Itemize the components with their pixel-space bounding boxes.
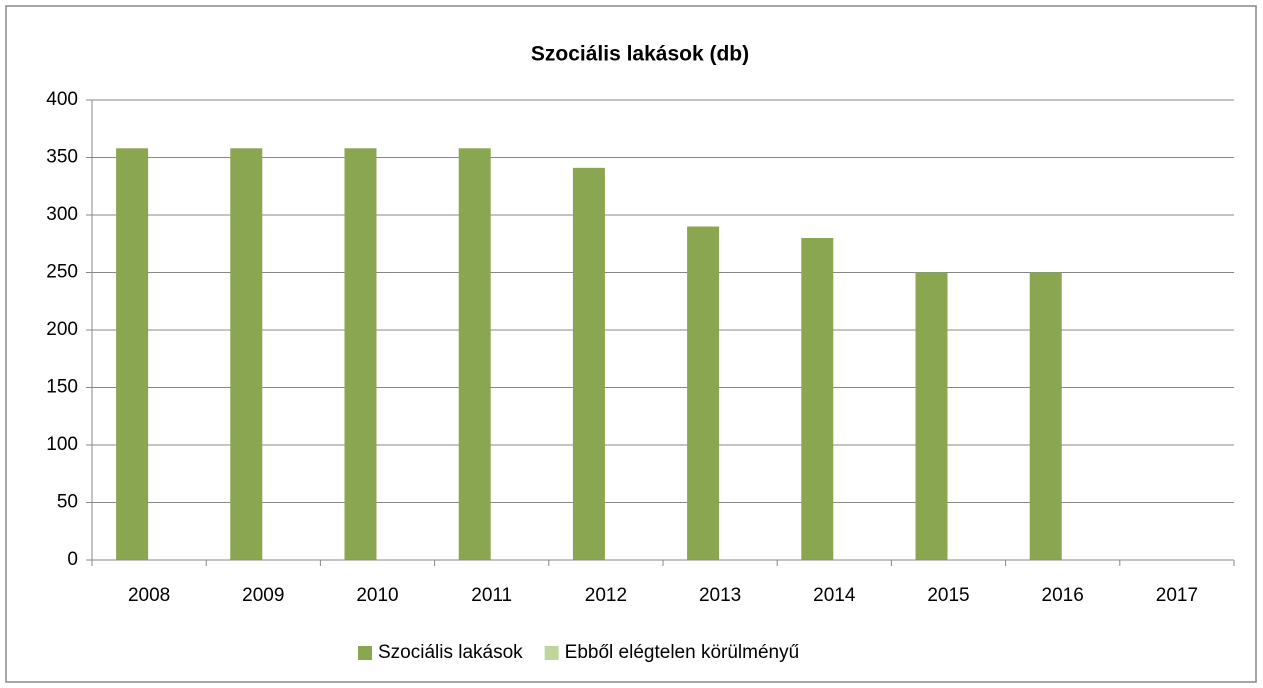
bar bbox=[116, 148, 149, 561]
y-tick-label: 100 bbox=[46, 434, 78, 455]
y-tick-label: 300 bbox=[46, 204, 78, 225]
x-tick-label: 2009 bbox=[242, 585, 284, 606]
x-tick-label: 2016 bbox=[1042, 585, 1084, 606]
bar bbox=[801, 238, 834, 560]
bar bbox=[230, 148, 263, 561]
y-tick-label: 250 bbox=[46, 262, 78, 283]
bar bbox=[572, 167, 605, 560]
bar bbox=[915, 272, 948, 560]
y-tick-label: 0 bbox=[67, 549, 78, 570]
y-tick-label: 150 bbox=[46, 377, 78, 398]
x-tick-label: 2008 bbox=[128, 585, 170, 606]
y-tick-label: 350 bbox=[46, 147, 78, 168]
bar bbox=[344, 148, 377, 561]
bar bbox=[458, 148, 491, 561]
y-tick-label: 400 bbox=[46, 89, 78, 110]
x-tick-label: 2014 bbox=[813, 585, 856, 606]
y-tick-label: 50 bbox=[57, 492, 78, 513]
legend-label: Ebből elégtelen körülményű bbox=[565, 642, 800, 663]
x-tick-label: 2017 bbox=[1156, 585, 1198, 606]
legend-swatch bbox=[358, 646, 372, 660]
legend-swatch bbox=[544, 646, 559, 660]
x-tick-label: 2012 bbox=[585, 585, 627, 606]
y-tick-label: 200 bbox=[46, 319, 78, 340]
legend-label: Szociális lakások bbox=[378, 642, 523, 663]
bar bbox=[1029, 272, 1062, 560]
x-tick-label: 2013 bbox=[699, 585, 741, 606]
x-tick-label: 2010 bbox=[356, 585, 398, 606]
chart-border bbox=[5, 5, 1257, 683]
bar bbox=[687, 226, 720, 560]
x-tick-label: 2015 bbox=[927, 585, 969, 606]
chart-title: Szociális lakások (db) bbox=[531, 43, 749, 66]
x-tick-label: 2011 bbox=[471, 585, 512, 606]
